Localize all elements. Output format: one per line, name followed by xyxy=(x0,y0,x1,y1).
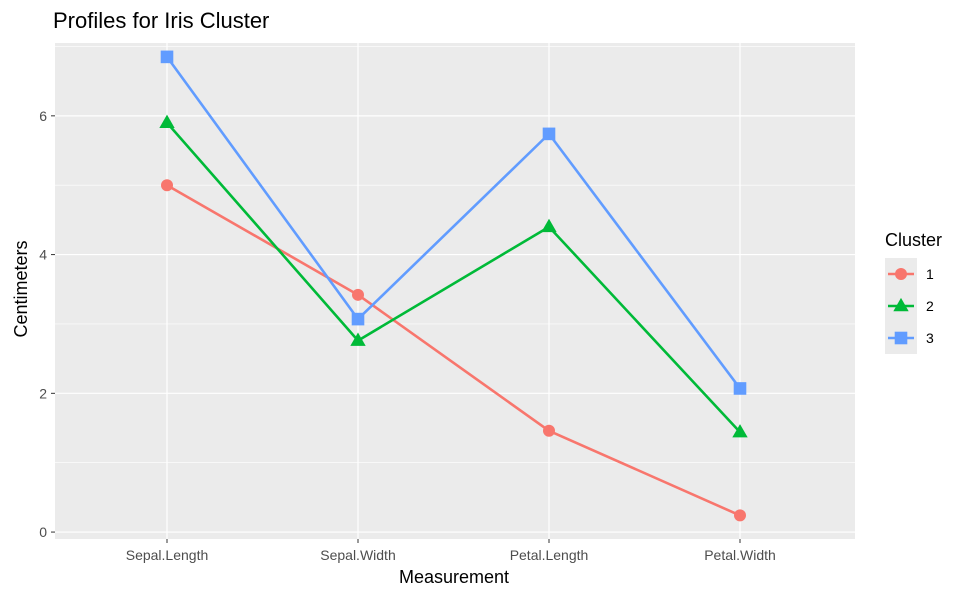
y-axis-title: Centimeters xyxy=(11,240,31,337)
data-point-series-3 xyxy=(542,127,556,141)
legend-label: 3 xyxy=(926,330,934,346)
data-point-series-1 xyxy=(734,509,746,522)
legend-key-marker xyxy=(894,331,908,345)
major-gridlines xyxy=(55,43,855,539)
x-tick-label: Petal.Width xyxy=(704,547,776,563)
x-tick-label: Petal.Length xyxy=(510,547,589,563)
x-axis-title: Measurement xyxy=(399,567,509,587)
legend: Cluster 1 2 3 xyxy=(885,230,942,354)
data-point-series-2 xyxy=(732,424,748,438)
chart-title: Profiles for Iris Cluster xyxy=(53,8,269,33)
legend-title: Cluster xyxy=(885,230,942,250)
y-axis: 0 2 4 6 xyxy=(39,108,55,540)
data-point-series-1 xyxy=(352,288,364,301)
y-tick-label: 4 xyxy=(39,247,47,263)
series-layer xyxy=(159,50,748,522)
series-line-1 xyxy=(166,184,741,517)
x-axis: Sepal.Length Sepal.Width Petal.Length Petal… xyxy=(126,539,776,563)
series-3 xyxy=(160,50,747,395)
data-point-series-1 xyxy=(543,424,555,437)
series-1 xyxy=(161,179,746,522)
data-point-series-3 xyxy=(733,382,747,395)
plot-panel xyxy=(55,43,855,539)
minor-gridlines xyxy=(55,46,855,463)
data-point-series-3 xyxy=(160,50,174,64)
data-point-series-2 xyxy=(159,114,175,129)
legend-item-3: 3 xyxy=(885,322,934,354)
series-line-3 xyxy=(165,56,742,390)
y-tick-label: 6 xyxy=(39,108,47,124)
x-tick-label: Sepal.Width xyxy=(320,547,395,563)
data-point-series-3 xyxy=(351,312,365,326)
series-2 xyxy=(159,114,748,438)
data-point-series-2 xyxy=(541,218,557,233)
legend-label: 1 xyxy=(926,266,934,282)
legend-key-marker xyxy=(895,268,907,280)
series-line-2 xyxy=(166,121,741,434)
y-tick-label: 0 xyxy=(39,524,47,540)
legend-key-marker xyxy=(893,297,909,312)
data-point-series-2 xyxy=(350,332,366,346)
data-point-series-1 xyxy=(161,179,173,192)
legend-item-2: 2 xyxy=(885,290,934,322)
legend-item-1: 1 xyxy=(885,258,934,290)
x-tick-label: Sepal.Length xyxy=(126,547,209,563)
y-tick-label: 2 xyxy=(39,385,47,401)
legend-label: 2 xyxy=(926,298,934,314)
